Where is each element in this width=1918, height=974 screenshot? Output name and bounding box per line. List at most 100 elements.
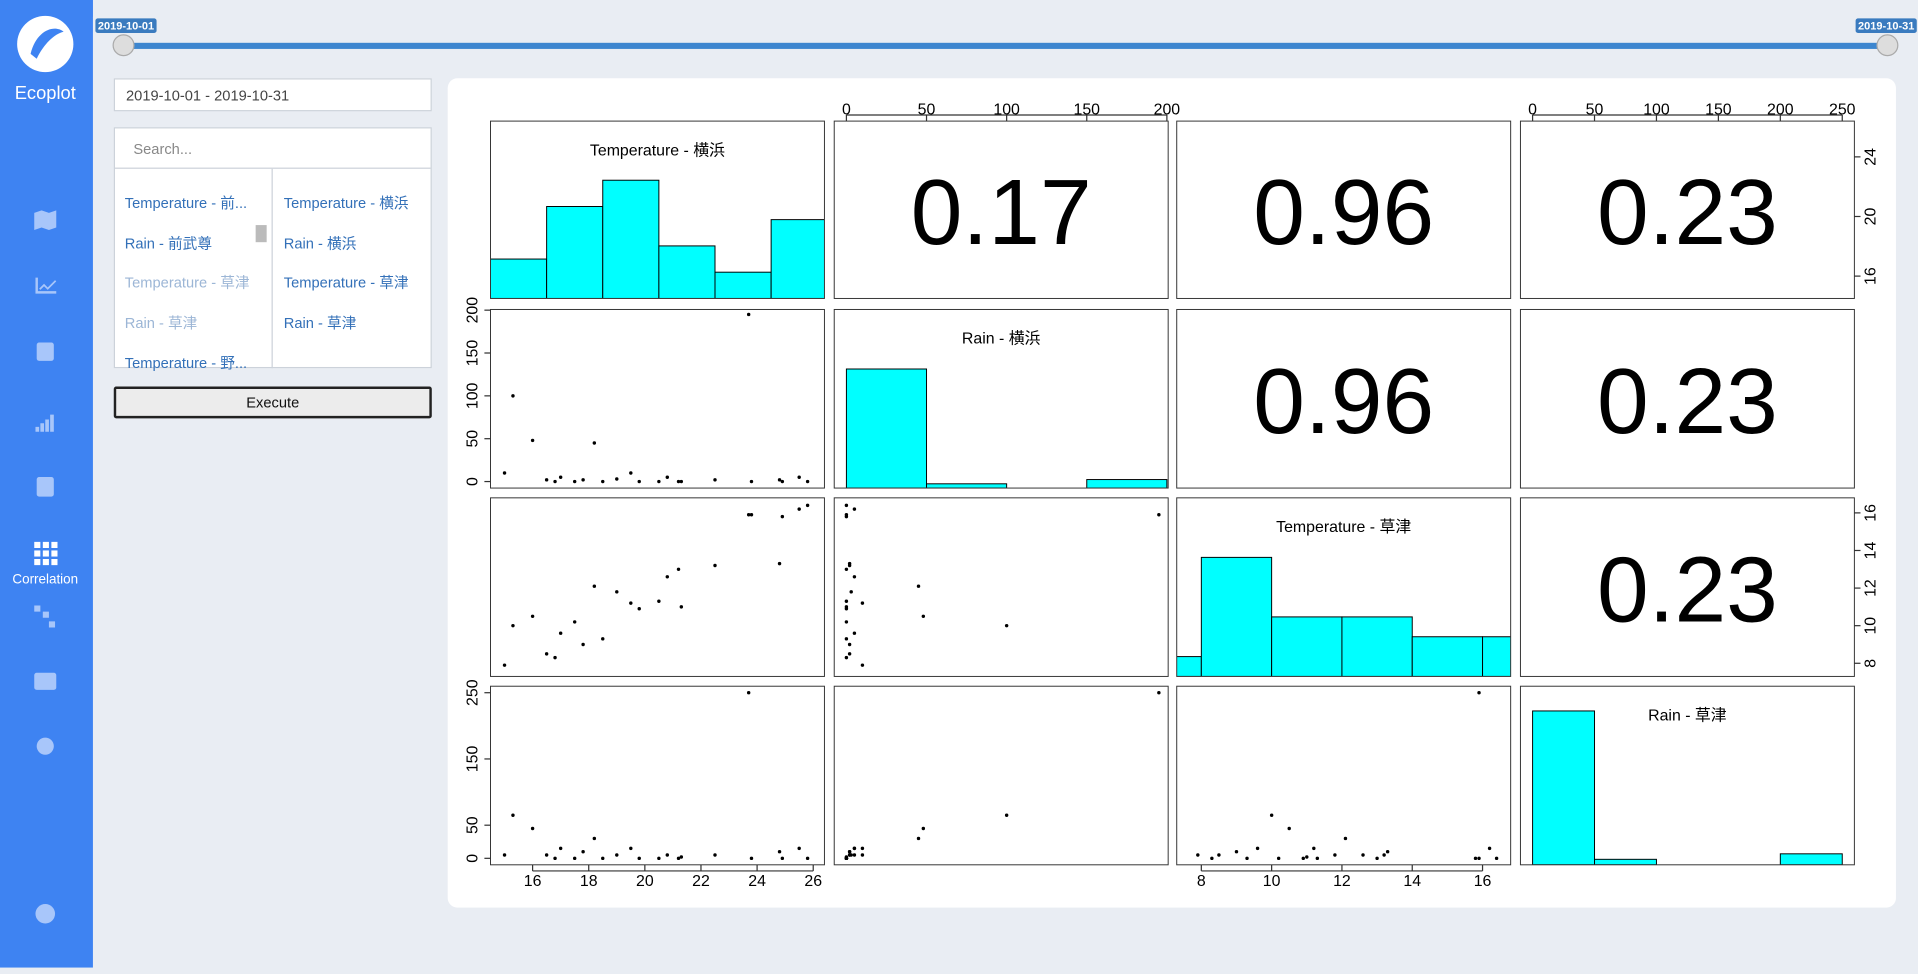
histogram-bar <box>926 483 1008 489</box>
scatter-point <box>558 631 563 635</box>
scatter-point <box>1473 856 1478 861</box>
tick-label: 24 <box>1863 148 1880 166</box>
correlation-value: 0.23 <box>1597 349 1778 453</box>
tick-label: 12 <box>1333 873 1351 890</box>
scatter-point <box>860 601 865 605</box>
scatter-point <box>847 652 852 656</box>
scatter-point <box>676 567 681 571</box>
nav-bars[interactable] <box>35 414 54 432</box>
tick-label: 200 <box>465 297 482 324</box>
scatter-point <box>572 856 577 861</box>
scatter-point <box>629 471 633 475</box>
tick-label: 10 <box>1863 617 1880 635</box>
correlation-value: 0.23 <box>1597 537 1778 641</box>
scatter-point <box>852 575 857 579</box>
scatter-point <box>916 584 921 588</box>
scatter-point <box>844 856 849 861</box>
scatter-point <box>511 813 515 817</box>
histogram-bar <box>1200 556 1273 677</box>
scatter-point <box>665 475 670 479</box>
scatter-point <box>860 846 865 851</box>
tick-label: 12 <box>1863 579 1880 597</box>
scatter-point <box>544 853 549 857</box>
execute-button[interactable]: Execute <box>113 386 432 419</box>
scatter-point <box>844 503 849 508</box>
scatter-point <box>777 478 782 482</box>
scatter-point <box>553 856 557 861</box>
scatter-point <box>797 475 801 479</box>
tick-label: 14 <box>1403 873 1421 890</box>
histogram-bar <box>770 219 825 299</box>
scatter-point <box>544 652 549 656</box>
scatter-point <box>1276 856 1281 861</box>
scatter-point <box>1255 846 1260 851</box>
tick-label: 26 <box>804 873 822 890</box>
histogram-bar <box>1779 853 1843 865</box>
tick-label: 16 <box>1474 873 1492 890</box>
nav-network[interactable] <box>34 605 56 628</box>
scatter-point <box>746 312 751 317</box>
scatter-point <box>797 507 801 511</box>
histogram-bar <box>658 245 716 299</box>
tick-label: 250 <box>465 679 482 706</box>
scatter-point <box>657 856 661 861</box>
panel-frame <box>833 120 1169 299</box>
scatter-point <box>1382 853 1386 857</box>
panel-frame <box>1519 120 1855 299</box>
scatter-point <box>502 663 507 667</box>
scatter-point <box>502 471 507 475</box>
scatter-point <box>746 513 751 517</box>
scatter-point <box>637 607 641 611</box>
nav-label: Correlation <box>12 571 78 586</box>
nav-calc[interactable] <box>36 477 54 497</box>
scatter-point <box>847 642 852 647</box>
nav-map[interactable] <box>34 210 57 230</box>
panel-frame <box>490 497 825 677</box>
nav-settings[interactable] <box>36 737 54 755</box>
slider-handle[interactable] <box>112 34 135 57</box>
panel-frame <box>490 120 825 299</box>
tick-label: 100 <box>1643 101 1670 118</box>
scatter-point <box>1305 855 1309 859</box>
scatter-point <box>916 836 921 841</box>
scatter-point <box>657 599 661 603</box>
search[interactable]: Search... <box>114 128 431 169</box>
scrollbar[interactable] <box>255 225 267 243</box>
scatter-point <box>1385 849 1390 854</box>
divider <box>271 168 273 369</box>
scatter-point <box>847 849 852 854</box>
nav-correlation[interactable] <box>34 541 58 566</box>
scatter-point <box>1333 853 1337 857</box>
sidebar: Ecoplot Correlation <box>0 0 93 968</box>
scatter-point <box>844 513 849 517</box>
tick-label: 200 <box>1154 101 1181 118</box>
tick-label: 10 <box>1263 873 1281 890</box>
scatter-point <box>860 663 865 667</box>
app-name: Ecoplot <box>15 82 76 103</box>
nav-table[interactable] <box>34 672 57 690</box>
scatter-point <box>844 620 849 624</box>
nav-info[interactable] <box>35 903 56 924</box>
date-input[interactable]: 2019-10-01 - 2019-10-31 <box>113 78 432 112</box>
scatter-point <box>553 655 557 660</box>
scatter-point <box>676 479 681 484</box>
sidebar-icons: Ecoplot Correlation <box>12 15 78 924</box>
scatter-point <box>1494 856 1499 861</box>
tick-label: 150 <box>465 340 482 367</box>
scatter-point <box>601 856 605 861</box>
scatter-point <box>657 479 661 484</box>
panel <box>844 503 1161 667</box>
scatter-point <box>1287 826 1291 831</box>
panel-frame <box>1519 497 1855 677</box>
tick-label: 16 <box>524 873 542 890</box>
scatter-point <box>860 853 865 857</box>
scatter-point <box>665 575 670 579</box>
scatter-point <box>572 479 577 484</box>
slider-handle[interactable] <box>1876 34 1899 57</box>
scatter-point <box>1157 691 1161 695</box>
tick-label: 0 <box>465 854 482 863</box>
scatter-point <box>615 477 619 481</box>
scatter-point <box>530 826 535 831</box>
nav-report[interactable] <box>36 342 54 361</box>
diagonal-title: Rain - 草津 <box>1648 706 1727 724</box>
